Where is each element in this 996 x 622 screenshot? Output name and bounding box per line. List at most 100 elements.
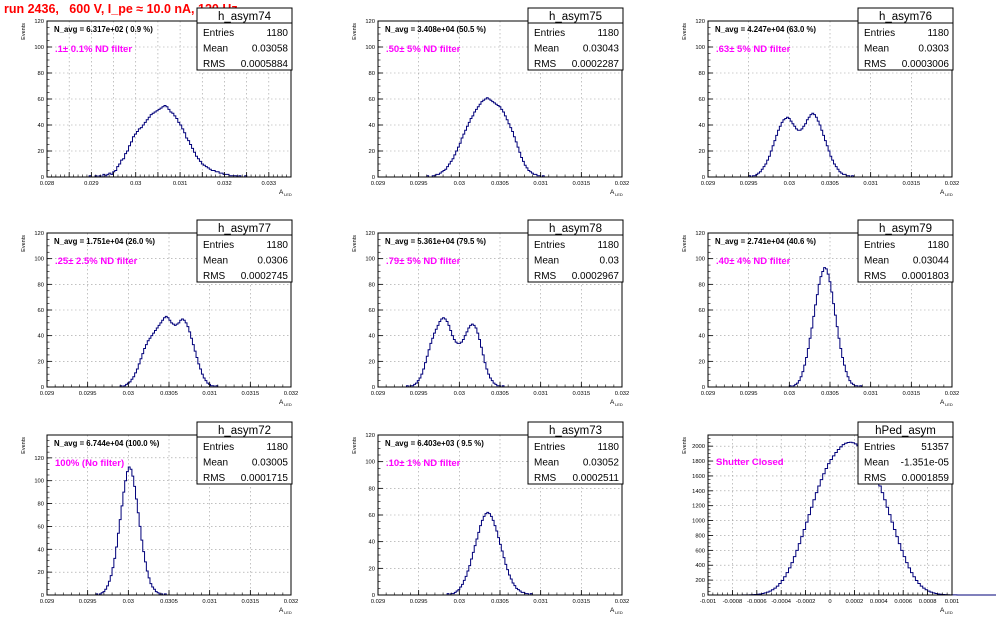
x-axis-label-subscript: LED (945, 402, 953, 407)
y-tick-label: 600 (695, 548, 705, 554)
histogram-panel-h_asym79: 0.029 0.0295 0.03 0.0305 0.031 0.0315 0.032 0 20… (682, 219, 959, 407)
y-tick-label: 0 (41, 175, 44, 181)
x-tick-label: 0.0295 (740, 181, 758, 187)
stats-label: Entries (203, 442, 234, 453)
x-tick-label: 0.028 (40, 181, 55, 187)
x-axis-label-subscript: LED (945, 192, 953, 197)
stats-label: Mean (864, 458, 889, 469)
x-tick-label: 0.0004 (870, 599, 889, 605)
y-tick-label: 100 (34, 257, 44, 263)
x-tick-label: 0.029 (40, 391, 55, 397)
y-tick-label: 80 (699, 282, 705, 288)
x-axis-label: A (610, 399, 615, 406)
stats-value: 0.0001803 (902, 271, 950, 282)
x-tick-label: -0.0006 (747, 599, 767, 605)
stats-value: 0.0001715 (241, 473, 289, 484)
navg-annotation: N_avg = 6.317e+02 ( 0.9 %) (54, 25, 153, 34)
histogram-panel-h_asym72: 0.029 0.0295 0.03 0.0305 0.031 0.0315 0.032 0 20… (21, 421, 299, 615)
histogram-name: h_asym75 (549, 11, 602, 23)
stats-value: 0.03043 (583, 44, 620, 55)
x-tick-label: 0.001 (945, 599, 960, 605)
stats-label: Entries (203, 240, 234, 251)
x-tick-label: 0.0315 (572, 181, 590, 187)
stats-box: h_asym72 Entries 1180 Mean 0.03005 RMS 0.00017… (196, 421, 293, 485)
y-tick-label: 40 (38, 123, 44, 129)
filter-annotation: .1± 0.1% ND filter (55, 44, 132, 55)
y-tick-label: 0 (702, 593, 705, 599)
navg-annotation: N_avg = 1.751e+04 (26.0 %) (54, 237, 155, 246)
y-axis-label: Events (21, 23, 27, 40)
x-tick-label: 0.0305 (491, 599, 509, 605)
stats-label: Mean (534, 458, 559, 469)
x-tick-label: 0.032 (615, 181, 630, 187)
x-axis-label-subscript: LED (615, 402, 623, 407)
stats-label: Mean (864, 256, 889, 267)
histogram-name: h_asym76 (879, 11, 932, 23)
filter-annotation: .25± 2.5% ND filter (55, 256, 138, 267)
y-tick-label: 0 (372, 385, 375, 391)
stats-value: 0.03052 (583, 458, 620, 469)
x-tick-label: 0.0008 (919, 599, 937, 605)
histogram-line-h_asym74 (88, 105, 248, 178)
x-tick-label: 0.031 (863, 391, 878, 397)
histogram-line-h_asym73 (446, 511, 533, 596)
stats-label: RMS (534, 473, 557, 484)
stats-box: h_asym78 Entries 1180 Mean 0.03 RMS 0.0002967 (527, 219, 624, 283)
y-tick-label: 60 (369, 308, 375, 314)
navg-annotation: N_avg = 6.403e+03 ( 9.5 %) (385, 439, 484, 448)
stats-value: 1180 (266, 240, 288, 251)
histogram-name: h_asym72 (218, 425, 271, 437)
histogram-line-h_asym72 (95, 466, 167, 596)
stats-box-frame (527, 7, 624, 71)
stats-box-frame (527, 219, 624, 283)
y-tick-label: 120 (365, 433, 375, 439)
stats-value: 1180 (266, 442, 288, 453)
histogram-name: h_asym73 (549, 425, 602, 437)
filter-annotation: .40± 4% ND filter (716, 256, 791, 267)
x-tick-label: 0.0295 (410, 599, 428, 605)
stats-label: Mean (203, 458, 228, 469)
y-tick-label: 400 (695, 563, 705, 569)
y-tick-label: 60 (369, 97, 375, 103)
stats-box-frame (196, 421, 293, 485)
y-tick-label: 1400 (692, 489, 705, 495)
y-tick-label: 20 (38, 149, 44, 155)
y-tick-label: 80 (38, 502, 44, 508)
stats-box: h_asym79 Entries 1180 Mean 0.03044 RMS 0.00018… (857, 219, 954, 283)
y-tick-label: 40 (369, 123, 375, 129)
y-tick-label: 0 (702, 175, 705, 181)
filter-annotation: 100% (No filter) (55, 458, 124, 469)
y-tick-label: 120 (34, 456, 44, 462)
stats-value: 1180 (927, 28, 949, 39)
y-tick-label: 1200 (692, 504, 705, 510)
y-tick-label: 120 (365, 231, 375, 237)
x-axis-label: A (279, 189, 284, 196)
x-axis-label: A (940, 399, 945, 406)
x-tick-label: 0.0315 (902, 181, 920, 187)
x-tick-label: 0.0295 (410, 181, 428, 187)
y-axis-label: Events (21, 235, 27, 252)
x-axis-label-subscript: LED (284, 402, 292, 407)
stats-box: h_asym75 Entries 1180 Mean 0.03043 RMS 0.00022… (527, 7, 624, 71)
y-tick-label: 100 (695, 45, 705, 51)
x-tick-label: 0.031 (202, 599, 217, 605)
y-axis-label: Events (352, 437, 358, 454)
x-tick-label: 0.03 (130, 181, 141, 187)
x-axis-label-subscript: LED (284, 192, 292, 197)
navg-annotation: N_avg = 4.247e+04 (63.0 %) (715, 25, 816, 34)
x-tick-label: 0.0305 (821, 391, 839, 397)
stats-box-frame (857, 219, 954, 283)
x-tick-label: 0.029 (371, 391, 386, 397)
x-axis-label: A (279, 399, 284, 406)
x-tick-label: 0.0295 (740, 391, 758, 397)
x-tick-label: -0.0004 (771, 599, 791, 605)
y-tick-label: 80 (369, 486, 375, 492)
histogram-line-h_asym75 (426, 97, 545, 178)
y-tick-label: 40 (369, 540, 375, 546)
x-axis-label-subscript: LED (615, 192, 623, 197)
x-tick-label: 0.0295 (410, 391, 428, 397)
x-tick-label: 0.032 (284, 599, 299, 605)
x-tick-label: 0.0002 (846, 599, 864, 605)
x-tick-label: 0.032 (284, 391, 299, 397)
